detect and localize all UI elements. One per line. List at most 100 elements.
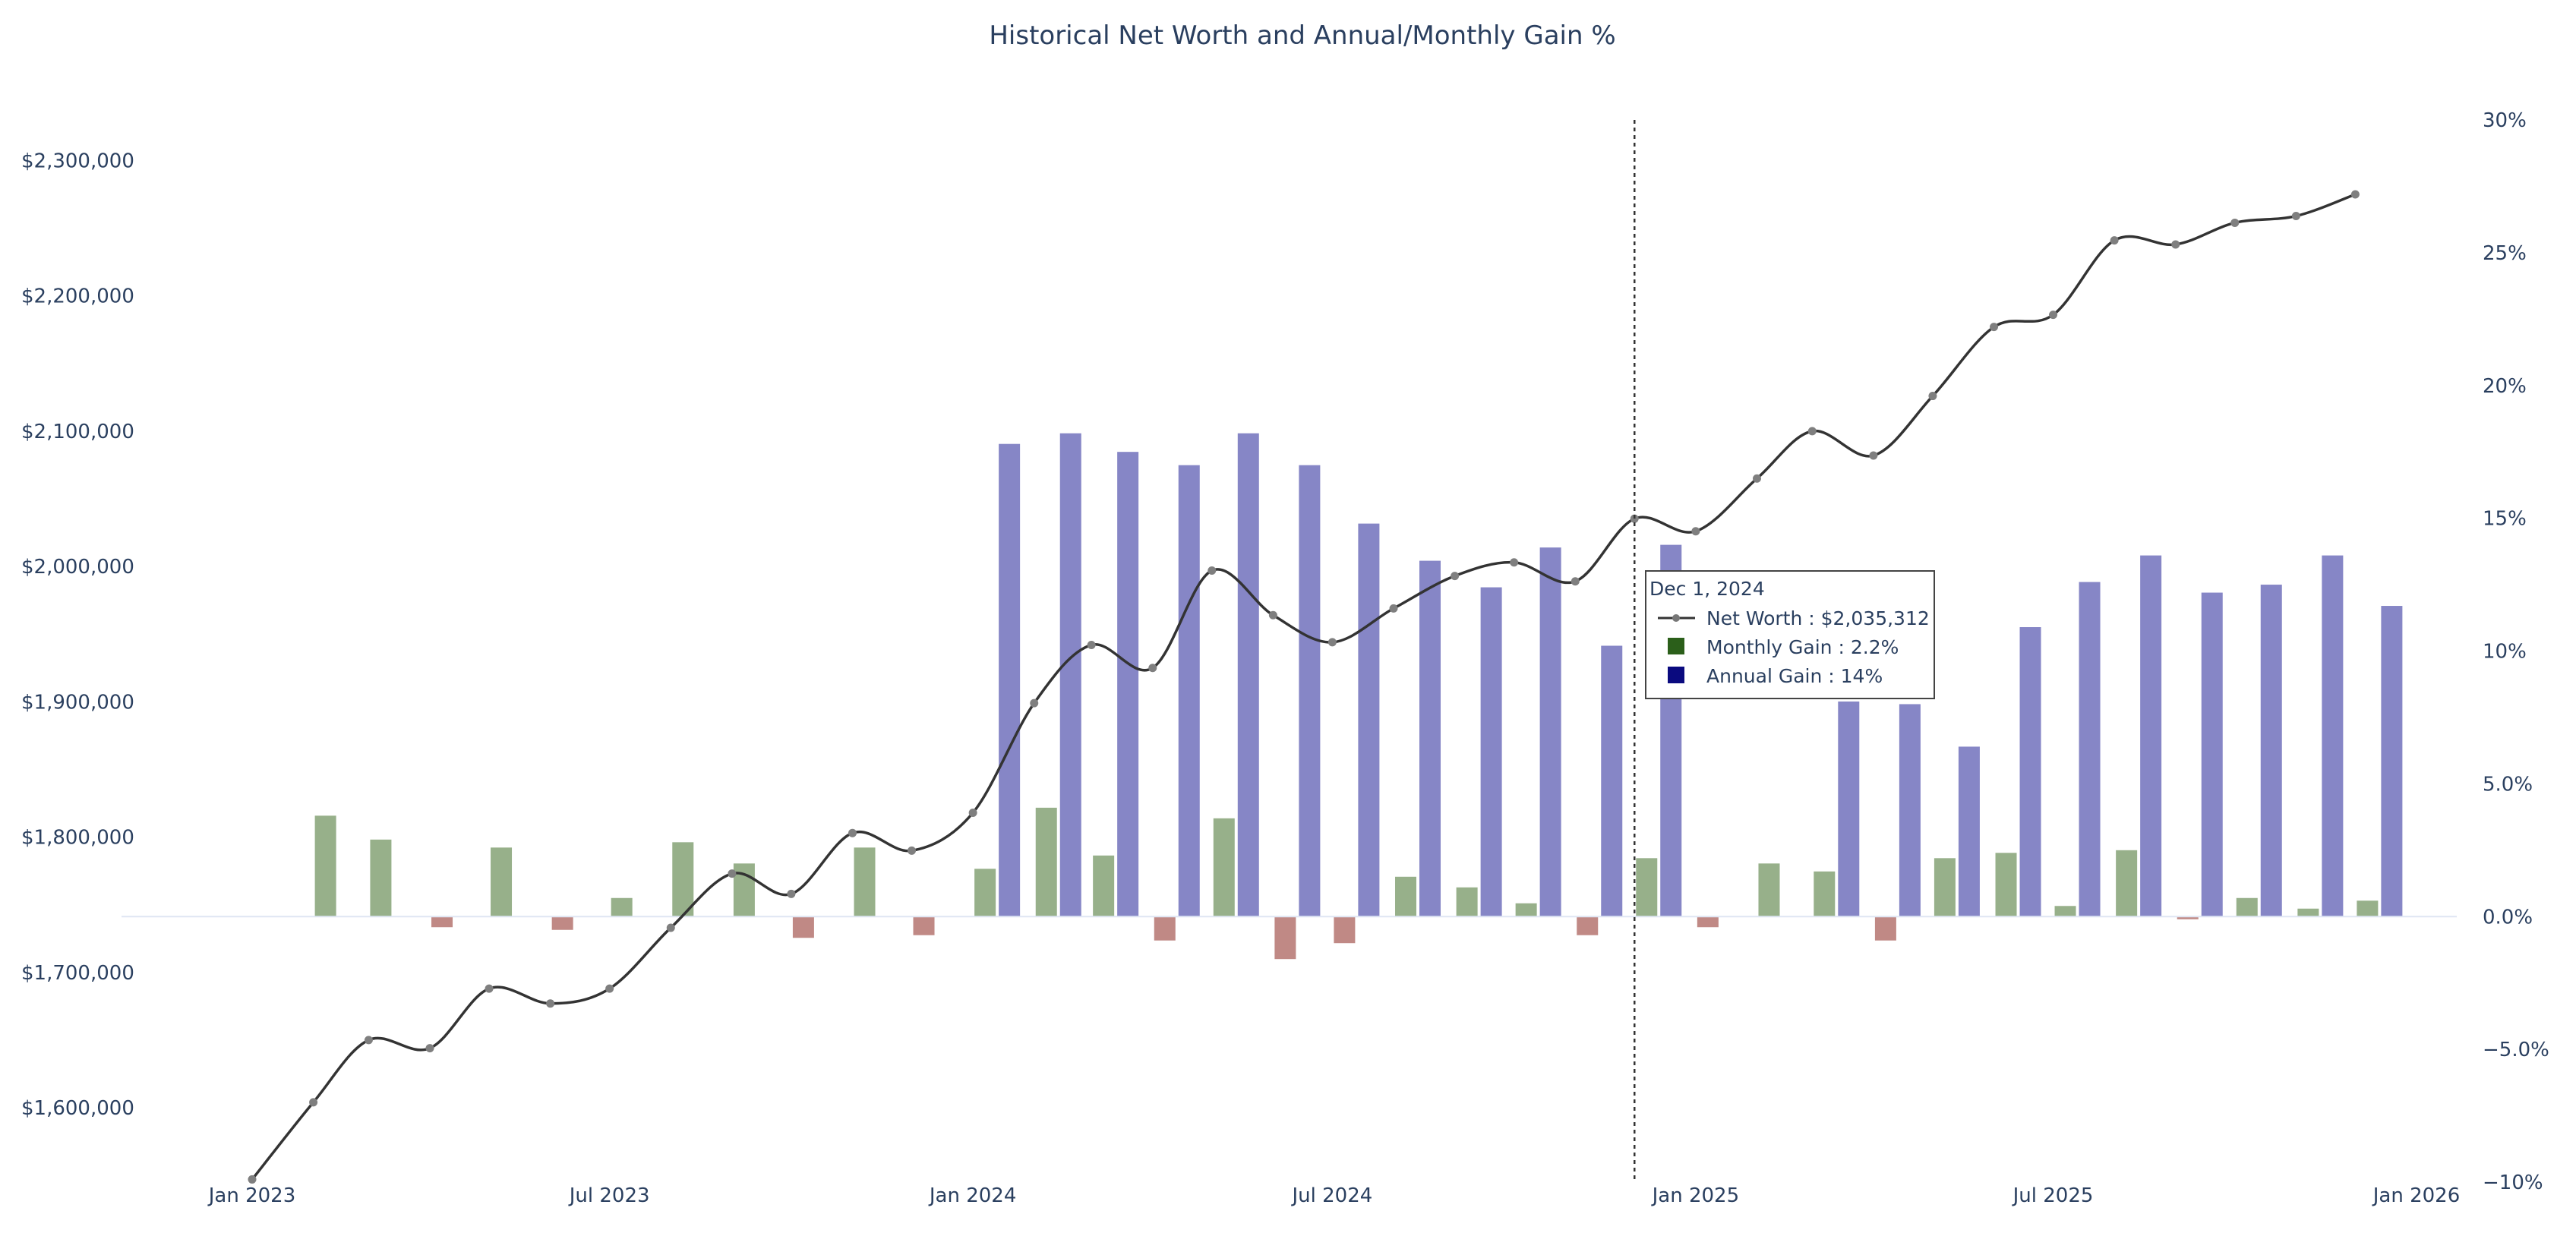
net-worth-markers bbox=[248, 190, 2360, 1184]
left-tick-label: $2,100,000 bbox=[21, 421, 134, 443]
left-tick-label: $2,300,000 bbox=[21, 150, 134, 172]
hover-tooltip-box bbox=[1645, 570, 1935, 699]
right-tick-label: 15% bbox=[2483, 508, 2527, 531]
net-worth-point bbox=[1630, 514, 1639, 523]
annual-gain-bar bbox=[1601, 645, 1623, 917]
monthly-gain-bar bbox=[854, 847, 876, 917]
monthly-gain-bar bbox=[1154, 916, 1176, 941]
annual-gain-bar bbox=[1299, 465, 1321, 917]
x-tick-label: Jan 2026 bbox=[2372, 1184, 2461, 1207]
net-worth-point bbox=[248, 1175, 257, 1184]
net-worth-point bbox=[1389, 604, 1398, 613]
net-worth-point bbox=[1087, 640, 1096, 649]
annual-gain-bar bbox=[2019, 627, 2041, 917]
x-tick-label: Jan 2023 bbox=[207, 1184, 296, 1207]
x-tick-label: Jan 2025 bbox=[1651, 1184, 1740, 1207]
annual-gain-bar bbox=[1539, 547, 1561, 917]
annual-gain-bar bbox=[2140, 555, 2162, 917]
monthly-gain-bar bbox=[1395, 876, 1417, 917]
monthly-gain-bar bbox=[370, 839, 392, 917]
monthly-gain-bar bbox=[314, 815, 336, 917]
net-worth-point bbox=[1451, 572, 1460, 581]
monthly-gain-bar bbox=[2357, 900, 2379, 917]
right-tick-label: 5.0% bbox=[2483, 773, 2533, 796]
hover-annual-gain-swatch bbox=[1668, 667, 1684, 683]
annual-gain-bar bbox=[1178, 465, 1200, 917]
annual-gain-bar bbox=[2201, 592, 2223, 917]
net-worth-point bbox=[848, 828, 857, 837]
net-worth-point bbox=[1869, 451, 1878, 460]
monthly-gain-bar bbox=[1213, 818, 1235, 917]
monthly-gain-bar bbox=[2177, 916, 2199, 919]
hover-tooltip: Dec 1, 2024 Net Worth : $2,035,312 Month… bbox=[1645, 570, 1935, 699]
net-worth-point bbox=[605, 984, 614, 993]
net-worth-point bbox=[666, 923, 675, 932]
net-worth-point bbox=[2291, 212, 2300, 221]
annual-gain-bar bbox=[2260, 585, 2282, 917]
net-worth-point bbox=[2230, 218, 2240, 227]
monthly-gain-bar bbox=[1093, 855, 1115, 917]
right-tick-label: 10% bbox=[2483, 641, 2527, 664]
left-tick-label: $1,800,000 bbox=[21, 827, 134, 850]
net-worth-point bbox=[425, 1044, 434, 1053]
right-tick-label: 30% bbox=[2483, 109, 2527, 132]
right-tick-label: 0.0% bbox=[2483, 906, 2533, 929]
monthly-gain-bar bbox=[1515, 903, 1537, 917]
hover-net-worth: Net Worth : $2,035,312 bbox=[1706, 607, 1930, 629]
net-worth-point bbox=[2110, 236, 2119, 245]
monthly-gain-bar bbox=[1334, 916, 1356, 944]
monthly-gain-bar bbox=[431, 916, 453, 928]
right-tick-label: 20% bbox=[2483, 375, 2527, 398]
net-worth-point bbox=[1510, 558, 1519, 567]
right-tick-label: 25% bbox=[2483, 242, 2527, 265]
annual-gain-bars bbox=[999, 433, 2403, 917]
net-worth-point bbox=[546, 999, 555, 1008]
right-tick-label: −5.0% bbox=[2483, 1039, 2549, 1061]
monthly-gain-bar bbox=[672, 842, 694, 917]
net-worth-point bbox=[1327, 638, 1337, 647]
net-worth-point bbox=[728, 869, 737, 878]
annual-gain-bar bbox=[2322, 555, 2344, 917]
left-tick-label: $1,700,000 bbox=[21, 962, 134, 985]
annual-gain-bar bbox=[1358, 523, 1380, 917]
annual-gain-bar bbox=[1059, 433, 1081, 917]
monthly-gain-bar bbox=[1456, 887, 1478, 917]
monthly-gain-bar bbox=[1035, 807, 1057, 917]
monthly-gain-bars bbox=[314, 807, 2379, 960]
monthly-gain-bar bbox=[611, 897, 633, 917]
monthly-gain-bar bbox=[1758, 863, 1780, 917]
net-worth-point bbox=[1208, 566, 1217, 575]
monthly-gain-bar bbox=[1274, 916, 1296, 960]
monthly-gain-bar bbox=[974, 869, 996, 917]
net-worth-point bbox=[1928, 392, 1937, 401]
hover-annual-gain: Annual Gain : 14% bbox=[1706, 665, 1883, 687]
net-worth-point bbox=[1030, 698, 1039, 708]
annual-gain-bar bbox=[999, 443, 1021, 917]
x-tick-label: Jul 2025 bbox=[2012, 1184, 2094, 1207]
net-worth-point bbox=[1571, 577, 1580, 586]
left-tick-label: $1,900,000 bbox=[21, 691, 134, 714]
x-axis-ticks: Jan 2023 Jul 2023 Jan 2024 Jul 2024 Jan 2025… bbox=[207, 1184, 2461, 1207]
x-tick-label: Jul 2023 bbox=[568, 1184, 650, 1207]
net-worth-point bbox=[1691, 527, 1700, 536]
chart-title: Historical Net Worth and Annual/Monthly … bbox=[989, 20, 1615, 51]
net-worth-point bbox=[968, 808, 977, 817]
annual-gain-bar bbox=[1480, 587, 1502, 917]
left-axis-ticks: $1,600,000 $1,700,000 $1,800,000 $1,900,000… bbox=[21, 150, 134, 1120]
monthly-gain-bar bbox=[1934, 858, 1956, 917]
monthly-gain-bar bbox=[491, 847, 513, 917]
monthly-gain-bar bbox=[1636, 858, 1658, 917]
net-worth-point bbox=[2350, 190, 2360, 199]
left-tick-label: $2,200,000 bbox=[21, 285, 134, 308]
right-tick-label: −10% bbox=[2483, 1172, 2543, 1194]
hover-monthly-gain: Monthly Gain : 2.2% bbox=[1706, 636, 1899, 658]
monthly-gain-bar bbox=[1874, 916, 1896, 941]
monthly-gain-bar bbox=[1697, 916, 1719, 928]
net-worth-point bbox=[485, 984, 494, 993]
net-worth-point bbox=[309, 1098, 318, 1107]
monthly-gain-bar bbox=[913, 916, 935, 935]
left-tick-label: $2,000,000 bbox=[21, 556, 134, 579]
x-tick-label: Jul 2024 bbox=[1290, 1184, 1372, 1207]
hover-monthly-gain-swatch bbox=[1668, 638, 1684, 654]
